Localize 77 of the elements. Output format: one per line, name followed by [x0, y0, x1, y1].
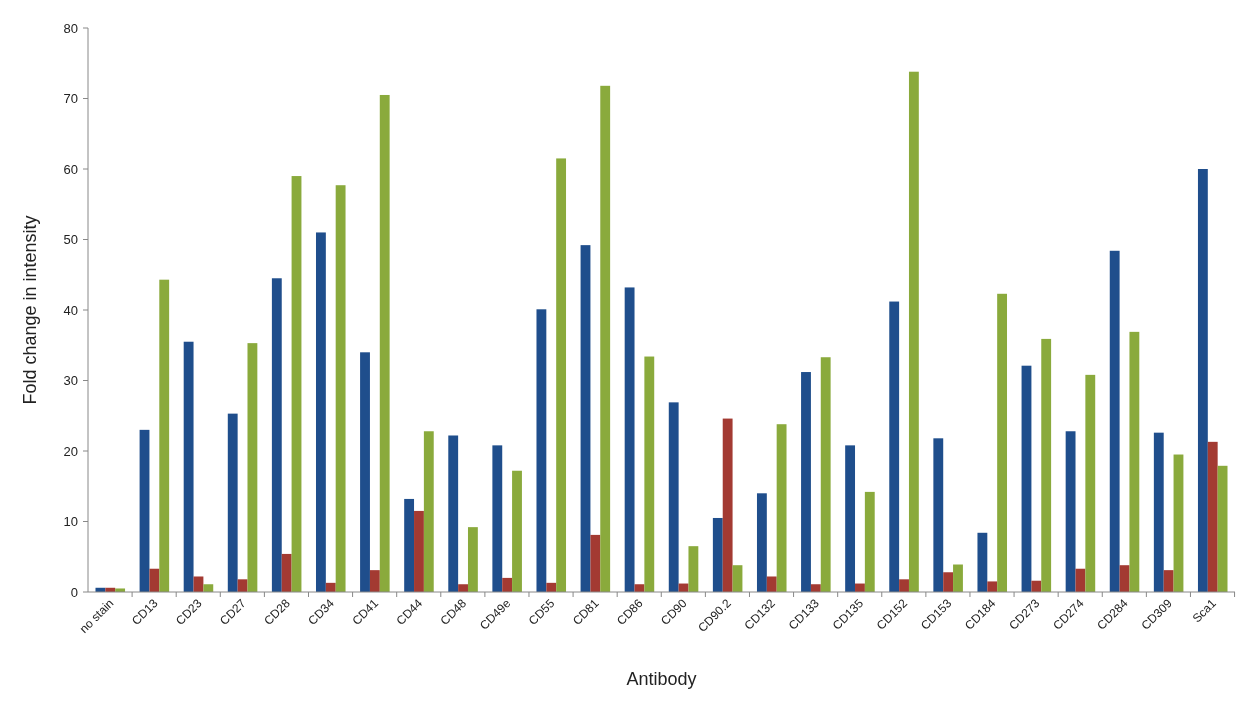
bar — [556, 158, 567, 592]
bar — [624, 287, 635, 592]
bar — [369, 570, 380, 592]
bar — [1041, 338, 1052, 592]
bar — [315, 232, 326, 592]
bar — [801, 372, 811, 592]
bar — [688, 546, 699, 592]
bar — [423, 431, 434, 592]
bar — [943, 572, 954, 592]
bar — [360, 352, 370, 592]
bar — [712, 517, 723, 592]
bar — [977, 532, 988, 592]
x-tick-label: no stain — [76, 596, 117, 636]
bar — [1173, 454, 1184, 592]
bar — [953, 564, 963, 592]
bar — [1085, 374, 1096, 592]
bar — [379, 94, 390, 592]
bar — [458, 584, 468, 592]
bar — [139, 429, 150, 592]
y-tick-label: 60 — [63, 161, 78, 177]
y-tick-label: 80 — [63, 20, 78, 36]
bar — [512, 470, 522, 592]
y-tick-label: 50 — [63, 232, 78, 248]
y-tick-label: 40 — [63, 302, 78, 318]
bar — [845, 445, 856, 592]
bar — [1129, 331, 1140, 592]
bar — [580, 245, 591, 592]
bar — [271, 278, 282, 592]
bar — [1197, 169, 1208, 592]
bar — [1109, 250, 1120, 592]
bar — [776, 424, 787, 592]
bar — [291, 176, 302, 592]
bar — [1207, 441, 1218, 592]
bar — [149, 568, 160, 592]
y-tick-label: 70 — [63, 91, 78, 107]
bar — [1021, 365, 1032, 592]
bar — [1217, 465, 1228, 592]
x-axis-title: Antibody — [626, 669, 697, 689]
bar — [335, 185, 346, 592]
bar — [908, 71, 919, 592]
bar — [590, 534, 601, 592]
bar — [1065, 431, 1076, 592]
bar — [1031, 580, 1042, 592]
bar — [404, 498, 415, 592]
bar — [281, 553, 292, 592]
bar — [536, 309, 547, 592]
bar — [820, 357, 831, 592]
bar — [600, 85, 611, 592]
y-tick-label: 30 — [63, 373, 78, 389]
bar — [467, 527, 478, 592]
bar — [502, 577, 513, 592]
bar — [668, 402, 679, 592]
bar — [1153, 432, 1164, 592]
bar — [933, 438, 944, 592]
y-tick-label: 10 — [63, 514, 78, 530]
bar — [997, 293, 1008, 592]
bar — [159, 279, 170, 592]
bar — [247, 343, 258, 592]
bar — [203, 584, 214, 592]
bar — [492, 445, 503, 592]
bar — [414, 510, 424, 592]
bar — [722, 418, 733, 592]
bar — [1163, 570, 1174, 592]
bar — [889, 301, 900, 592]
bar — [766, 576, 777, 592]
bar — [899, 579, 909, 592]
bar — [644, 356, 655, 592]
bar — [448, 435, 459, 592]
bar — [227, 413, 238, 592]
bar — [987, 581, 998, 592]
bar — [810, 584, 821, 592]
y-tick-label: 20 — [63, 443, 78, 459]
bar — [864, 491, 875, 592]
bar — [756, 493, 767, 592]
y-tick-label: 0 — [70, 584, 78, 600]
y-axis-title: Fold change in intensity — [20, 215, 40, 405]
bar — [183, 341, 194, 592]
